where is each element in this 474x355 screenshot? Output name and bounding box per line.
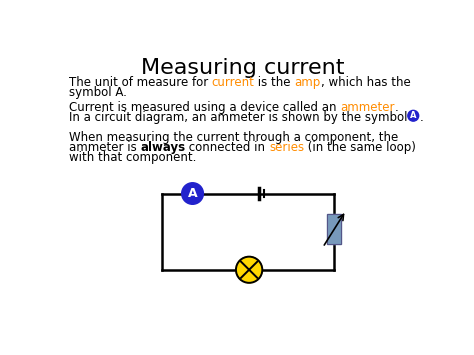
Circle shape [236,257,262,283]
Text: with that component.: with that component. [69,151,196,164]
Text: In a circuit diagram, an ammeter is shown by the symbol: In a circuit diagram, an ammeter is show… [69,111,407,124]
Text: When measuring the current through a component, the: When measuring the current through a com… [69,131,398,144]
Text: ammeter: ammeter [340,101,394,114]
Bar [328,214,341,244]
Circle shape [182,183,203,204]
Bar [328,214,341,244]
Text: symbol A.: symbol A. [69,86,127,99]
Text: Measuring current: Measuring current [141,58,345,78]
Text: .: . [394,101,398,114]
Text: series: series [269,141,304,154]
Text: The unit of measure for: The unit of measure for [69,76,211,89]
Text: , which has the: , which has the [321,76,410,89]
Text: always: always [140,141,185,154]
Text: (in the same loop): (in the same loop) [304,141,416,154]
Text: .: . [419,111,423,124]
Text: A: A [410,111,417,120]
Text: current: current [211,76,255,89]
Text: connected in: connected in [185,141,269,154]
Text: A: A [188,187,197,200]
Circle shape [408,110,419,121]
Text: Current is measured using a device called an: Current is measured using a device calle… [69,101,340,114]
Text: is the: is the [255,76,295,89]
Text: amp: amp [295,76,321,89]
Text: ammeter is: ammeter is [69,141,140,154]
